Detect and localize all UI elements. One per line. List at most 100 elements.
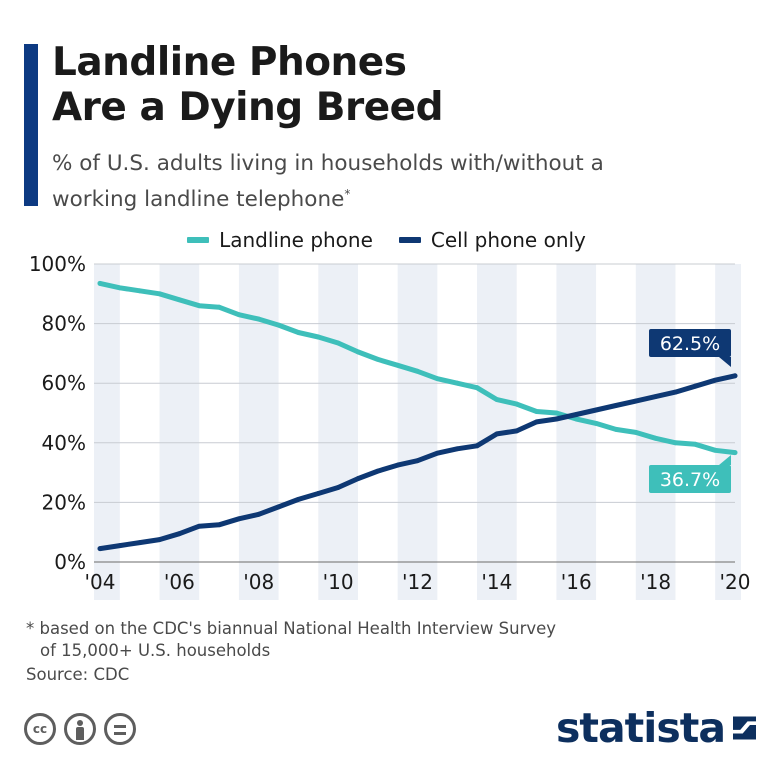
statista-logo-icon [733, 716, 756, 740]
by-icon[interactable] [64, 713, 96, 745]
by-icon-head [77, 720, 83, 726]
by-icon-body [76, 727, 84, 740]
data-point [534, 419, 539, 425]
data-point [395, 462, 401, 468]
data-point [216, 304, 222, 310]
data-point [653, 394, 659, 400]
title-accent-bar [24, 44, 38, 206]
data-point [355, 349, 361, 355]
data-point [434, 376, 440, 382]
data-point [117, 285, 123, 291]
data-point [712, 447, 718, 453]
data-point [633, 429, 639, 435]
y-tick-label: 60% [42, 371, 86, 395]
footnote-line-2: of 15,000+ U.S. households [40, 641, 271, 660]
data-point [355, 476, 361, 481]
subtitle-footnote-marker: * [344, 187, 351, 201]
chart-title: Landline Phones Are a Dying Breed [52, 40, 444, 130]
data-point [494, 397, 500, 402]
data-point [474, 385, 480, 391]
data-point [573, 412, 579, 417]
data-point [375, 356, 381, 362]
data-point [613, 426, 619, 432]
cc-icon-text: cc [32, 722, 48, 736]
data-point [712, 377, 718, 383]
data-point [196, 303, 202, 309]
data-point [653, 435, 659, 441]
data-point [514, 401, 520, 407]
source-note: Source: CDC [26, 665, 130, 684]
year-band [397, 264, 438, 600]
callout-cell-pointer [719, 357, 731, 367]
data-point [554, 416, 559, 422]
data-point [434, 450, 440, 456]
x-tick-label: '16 [561, 570, 592, 594]
data-point [315, 334, 321, 340]
x-tick-label: '18 [640, 570, 671, 594]
data-point [335, 485, 341, 490]
data-point [573, 416, 579, 422]
data-point [673, 389, 678, 395]
year-band [318, 264, 358, 600]
y-tick-label: 20% [42, 490, 86, 514]
title-line-2: Are a Dying Breed [52, 85, 444, 130]
legend-swatch-landline [187, 237, 210, 243]
cc-icon[interactable]: cc [24, 713, 56, 745]
nd-icon-bar-top [114, 725, 126, 728]
data-point [375, 468, 381, 474]
callout-landline-box [649, 465, 731, 493]
data-point [117, 543, 123, 549]
data-point [613, 403, 619, 408]
callout-cell-box [649, 329, 731, 357]
statista-logo[interactable]: statista [556, 700, 756, 756]
legend-label-cell: Cell phone only [430, 228, 586, 252]
data-point [454, 380, 460, 386]
license-icons: cc [24, 713, 136, 745]
x-tick-label: '20 [720, 570, 751, 594]
data-point [692, 441, 698, 447]
title-line-1: Landline Phones [52, 40, 407, 85]
year-band [556, 264, 597, 600]
data-point [593, 407, 599, 413]
data-point [176, 297, 182, 303]
x-tick-label: '04 [85, 570, 116, 594]
y-tick-label: 0% [54, 550, 86, 574]
data-point [335, 340, 341, 346]
data-point [176, 531, 182, 537]
data-point [236, 312, 242, 318]
data-point [256, 511, 262, 517]
data-point [494, 431, 500, 437]
y-tick-label: 40% [42, 431, 86, 455]
data-point [236, 516, 242, 522]
x-tick-label: '10 [323, 570, 354, 594]
data-point [514, 428, 520, 434]
footnote-line-1: * based on the CDC's biannual National H… [26, 619, 557, 638]
data-point [296, 497, 301, 502]
data-point [196, 523, 202, 529]
data-point [554, 410, 559, 416]
data-point [276, 322, 281, 328]
data-point [415, 368, 420, 374]
callout-landline-pointer [719, 455, 731, 465]
data-point [137, 288, 143, 294]
data-point [157, 537, 162, 543]
data-point [454, 446, 460, 452]
data-point [732, 373, 738, 379]
legend-swatch-cell [398, 237, 421, 243]
y-tick-label: 80% [42, 312, 86, 336]
y-tick-label: 100% [29, 252, 86, 276]
chart-legend: Landline phone Cell phone only [0, 228, 773, 252]
subtitle-text: % of U.S. adults living in households wi… [52, 151, 604, 213]
nd-icon[interactable] [104, 713, 136, 745]
data-point [276, 504, 281, 510]
x-tick-label: '08 [243, 570, 274, 594]
data-point [97, 546, 103, 551]
data-point [673, 440, 678, 446]
nd-icon-bar-bottom [114, 732, 126, 735]
callout-cell-text: 62.5% [660, 333, 720, 355]
data-point [315, 491, 321, 496]
data-point [415, 458, 420, 464]
data-point [633, 398, 639, 404]
data-point [97, 280, 103, 286]
data-point [395, 362, 401, 368]
